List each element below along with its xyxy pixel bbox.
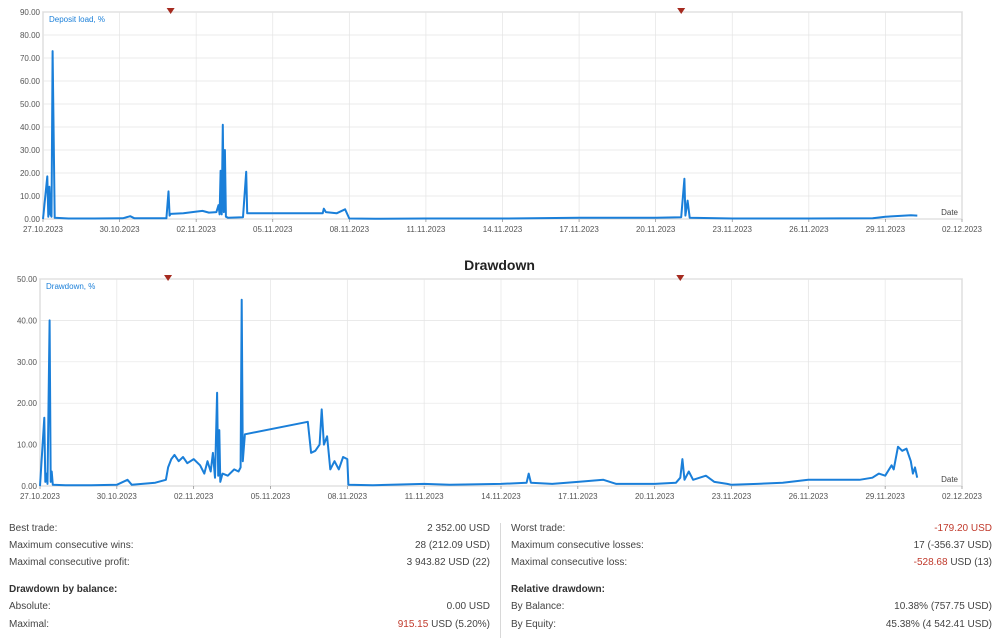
trade-stats: Best trade: 2 352.00 USD Maximum consecut… [0,521,999,643]
stat-label: Maximal: [9,619,50,630]
x-tick-label: 26.11.2023 [789,225,829,234]
stat-label: By Equity: [511,619,557,630]
deposit-load-chart: 0.00 10.00 20.00 30.00 40.00 50.00 60.00 70.00 8… [20,8,983,234]
stat-label: By Balance: [511,601,565,612]
stat-value: 45.38% (4 542.41 USD) [885,619,992,630]
y-tick-label: 20.00 [20,169,41,178]
x-tick-label: 30.10.2023 [97,492,138,501]
x-tick-label: 20.11.2023 [636,225,676,234]
stat-value: 2 352.00 USD [427,523,490,534]
x-tick-label: 26.11.2023 [789,492,829,501]
x-axis-label: Date [941,208,958,217]
stat-label: Worst trade: [511,523,566,534]
y-tick-label: 80.00 [20,31,41,40]
series-label: Deposit load, % [49,15,105,24]
x-tick-label: 05.11.2023 [251,492,291,501]
y-tick-label: 60.00 [20,77,41,86]
y-tick-label: 50.00 [17,275,38,284]
stat-heading-label: Relative drawdown: [511,584,605,595]
y-tick-label: 30.00 [20,146,41,155]
stat-row: Maximum consecutive losses: 17 (-356.37 U… [511,538,992,554]
y-tick-label: 40.00 [20,123,41,132]
stat-row: Maximum consecutive wins: 28 (212.09 USD) [9,538,490,554]
x-tick-label: 11.11.2023 [406,225,445,234]
stat-row: Maximal consecutive loss: -528.68 USD (13… [511,555,992,571]
stat-label: Maximum consecutive wins: [9,540,134,551]
x-tick-label: 30.10.2023 [100,225,141,234]
x-tick-label: 27.10.2023 [20,492,61,501]
x-tick-label: 23.11.2023 [712,492,752,501]
event-marker-icon [164,275,173,281]
series-line [42,50,918,220]
stat-label: Maximal consecutive profit: [9,557,130,568]
event-marker-icon [677,8,686,14]
stat-row: Absolute: 0.00 USD [9,599,490,615]
x-tick-label: 02.11.2023 [174,492,214,501]
x-tick-label: 29.11.2023 [866,225,906,234]
stat-row: Worst trade: -179.20 USD [511,521,992,537]
y-tick-label: 20.00 [17,399,38,408]
stat-value: 28 (212.09 USD) [414,540,490,551]
stat-heading-label: Drawdown by balance: [9,584,118,595]
stat-row: By Balance: 10.38% (757.75 USD) [511,599,992,615]
y-tick-label: 90.00 [20,8,41,17]
stat-value: 0.00 USD [446,601,490,612]
stat-heading: Drawdown by balance: [9,582,490,598]
x-tick-label: 20.11.2023 [635,492,675,501]
series-label: Drawdown, % [46,282,95,291]
stat-label: Absolute: [9,601,51,612]
stat-row: By Equity: 45.38% (4 542.41 USD) [511,617,992,633]
x-tick-label: 17.11.2023 [559,225,599,234]
y-tick-label: 10.00 [17,441,38,450]
y-tick-label: 10.00 [20,192,41,201]
stat-row: Maximal: 915.15 USD (5.20%) [9,617,490,633]
y-tick-label: 40.00 [17,316,38,325]
y-tick-label: 0.00 [24,215,40,224]
stat-value: 17 (-356.37 USD) [913,540,992,551]
x-tick-label: 08.11.2023 [328,492,368,501]
x-tick-label: 29.11.2023 [865,492,905,501]
x-tick-label: 02.12.2023 [942,492,983,501]
x-tick-label: 14.11.2023 [481,492,521,501]
x-tick-label: 11.11.2023 [405,492,444,501]
x-tick-label: 23.11.2023 [713,225,753,234]
y-tick-label: 0.00 [21,482,37,491]
stat-label: Maximum consecutive losses: [511,540,644,551]
stat-row: Best trade: 2 352.00 USD [9,521,490,537]
event-marker-icon [166,8,175,14]
series-line [39,298,919,487]
stat-label: Maximal consecutive loss: [511,557,628,568]
event-marker-icon [676,275,685,281]
x-tick-label: 08.11.2023 [330,225,370,234]
stat-value: 10.38% (757.75 USD) [894,601,992,612]
x-axis-label: Date [941,475,958,484]
stats-divider [500,523,501,638]
x-tick-label: 14.11.2023 [483,225,523,234]
x-tick-label: 05.11.2023 [253,225,293,234]
x-tick-label: 17.11.2023 [558,492,598,501]
stat-value: -528.68 USD (13) [913,557,992,568]
stat-label: Best trade: [9,523,58,534]
stat-value: -179.20 USD [934,523,992,534]
x-tick-label: 02.11.2023 [176,225,216,234]
y-tick-label: 30.00 [17,358,38,367]
y-tick-label: 70.00 [20,54,41,63]
drawdown-chart: 0.00 10.00 20.00 30.00 40.00 50.00 27.10.2023 3… [17,275,983,501]
stat-row: Maximal consecutive profit: 3 943.82 USD … [9,555,490,571]
stat-heading: Relative drawdown: [511,582,992,598]
stat-value: 3 943.82 USD (22) [406,557,490,568]
drawdown-title: Drawdown [464,257,535,273]
y-tick-label: 50.00 [20,100,41,109]
x-tick-label: 02.12.2023 [942,225,983,234]
x-tick-label: 27.10.2023 [23,225,64,234]
stat-value: 915.15 USD (5.20%) [397,619,490,630]
